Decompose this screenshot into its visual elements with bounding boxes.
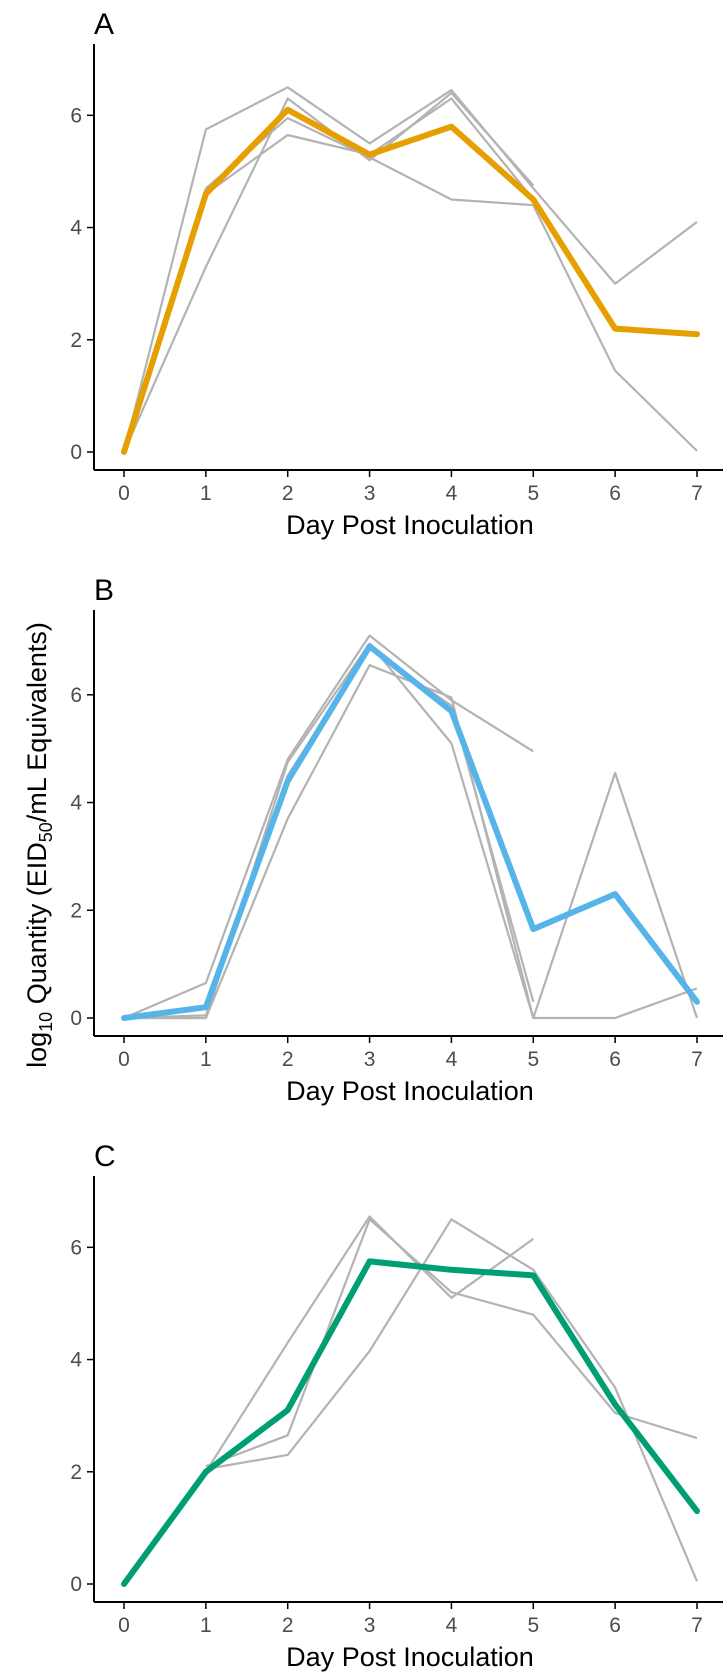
x-tick-label: 6 (609, 1048, 621, 1071)
y-tick-label: 2 (70, 1461, 82, 1484)
panels: A 0 2 4 6 0 1 2 3 4 5 6 7 Day Post Inoculation B 0 2 4 6 0 1… (70, 8, 723, 1672)
x-tick-label: 6 (609, 482, 621, 505)
panel-c: C 0 2 4 6 0 1 2 3 4 5 6 7 Day Post Inoculation (70, 1140, 723, 1672)
y-tick-label: 0 (70, 441, 82, 464)
x-tick-label: 4 (446, 1048, 458, 1071)
y-axis-title-middle: Quantity (EID (22, 842, 52, 1012)
y-axis-title-suffix: /mL Equivalents) (22, 622, 52, 822)
individual-series-line (205, 1218, 698, 1468)
y-tick-label: 6 (70, 104, 82, 127)
x-tick-label: 1 (200, 1614, 212, 1637)
x-axis-title: Day Post Inoculation (286, 1076, 534, 1106)
y-tick-label: 6 (70, 1236, 82, 1259)
panel-letter-a: A (94, 8, 114, 41)
y-axis-title-middle-subscript: 50 (36, 822, 56, 842)
y-tick-label: 2 (70, 899, 82, 922)
mean-series-line (121, 1258, 700, 1587)
x-tick-label: 3 (364, 1614, 376, 1637)
x-tick-label: 7 (691, 1614, 703, 1637)
individual-series-line (123, 634, 534, 1020)
x-axis-title: Day Post Inoculation (286, 510, 534, 540)
x-tick-label: 5 (527, 1614, 539, 1637)
y-tick-label: 4 (70, 1349, 82, 1372)
x-tick-label: 4 (446, 1614, 458, 1637)
x-tick-label: 1 (200, 482, 212, 505)
panel-b: B 0 2 4 6 0 1 2 3 4 5 6 7 Day Post Inoculation (70, 574, 723, 1106)
y-axis-title: log10 Quantity (EID50/mL Equivalents) (22, 622, 56, 1068)
x-axis-title: Day Post Inoculation (286, 1642, 534, 1672)
y-tick-label: 4 (70, 217, 82, 240)
panel-letter-b: B (94, 574, 114, 607)
individual-series-line (122, 86, 698, 453)
individual-series-line (124, 664, 698, 1020)
x-tick-label: 4 (446, 482, 458, 505)
y-axis-title-prefix: log (22, 1032, 52, 1068)
x-tick-label: 2 (282, 1614, 294, 1637)
x-tick-label: 0 (118, 1048, 130, 1071)
x-tick-label: 3 (364, 482, 376, 505)
x-tick-label: 0 (118, 1614, 130, 1637)
individual-series-line (205, 1218, 699, 1582)
individual-series-line (122, 97, 535, 453)
panel-a: A 0 2 4 6 0 1 2 3 4 5 6 7 Day Post Inoculation (70, 8, 723, 540)
y-tick-label: 2 (70, 329, 82, 352)
y-tick-label: 0 (70, 1573, 82, 1596)
x-tick-label: 1 (200, 1048, 212, 1071)
x-tick-label: 5 (527, 482, 539, 505)
x-tick-label: 2 (282, 1048, 294, 1071)
individual-series-line (124, 642, 699, 1020)
individual-series-line (122, 117, 698, 453)
x-tick-label: 5 (527, 1048, 539, 1071)
x-tick-label: 2 (282, 482, 294, 505)
y-tick-label: 0 (70, 1007, 82, 1030)
x-tick-label: 0 (118, 482, 130, 505)
y-tick-label: 4 (70, 792, 82, 815)
mean-series-line (121, 106, 700, 455)
x-tick-label: 7 (691, 1048, 703, 1071)
y-tick-label: 6 (70, 684, 82, 707)
individual-series-line (204, 1215, 534, 1473)
y-axis-title-prefix-subscript: 10 (36, 1012, 56, 1032)
mean-series-line (121, 643, 700, 1021)
panel-letter-c: C (94, 1140, 116, 1173)
x-tick-label: 7 (691, 482, 703, 505)
x-tick-label: 6 (609, 1614, 621, 1637)
x-tick-label: 3 (364, 1048, 376, 1071)
